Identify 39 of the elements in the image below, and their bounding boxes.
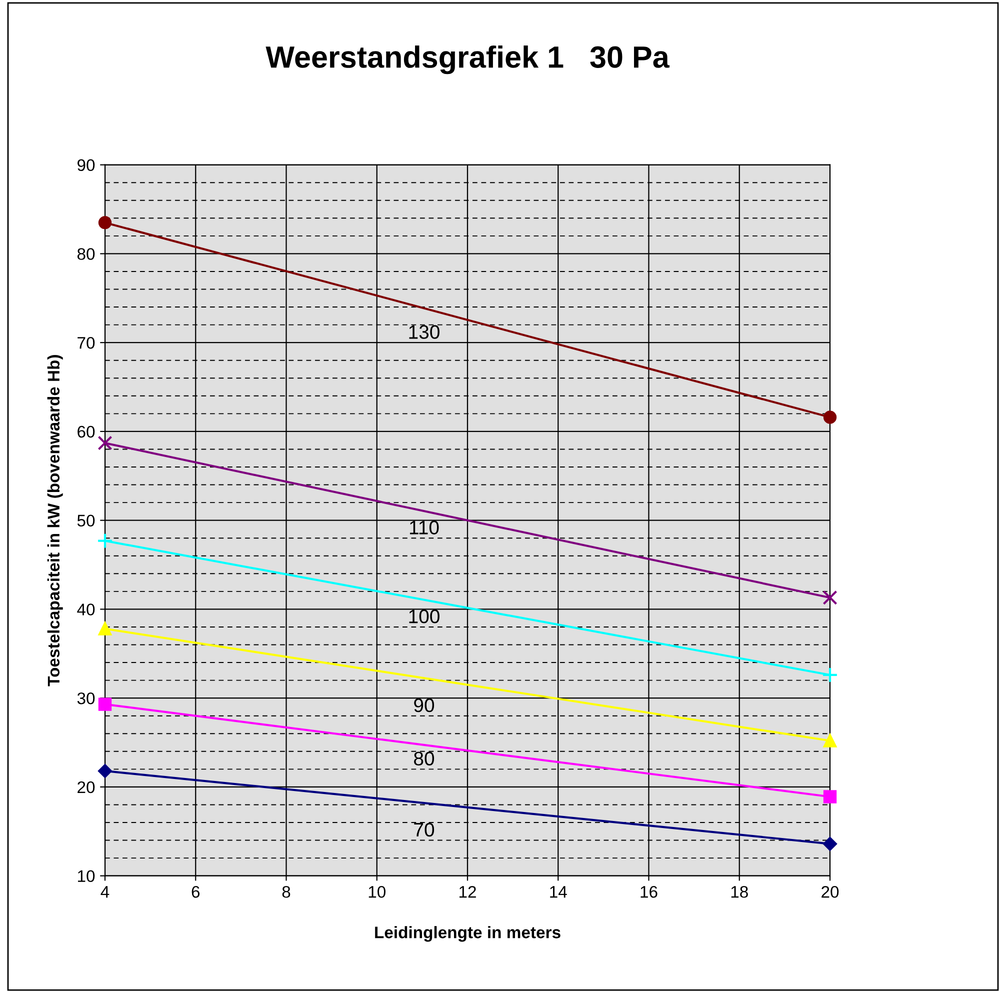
x-tick-label: 18 xyxy=(731,886,748,898)
point xyxy=(98,698,112,711)
y-axis-title: Toestelcapaciteit in kW (bovenwaarde Hb) xyxy=(47,355,63,686)
point xyxy=(98,764,112,778)
point xyxy=(823,790,837,804)
series-label: 90 xyxy=(414,698,434,712)
point xyxy=(823,836,837,851)
y-tick-label: 10 xyxy=(78,870,95,882)
x-tick-label: 8 xyxy=(282,886,290,898)
point xyxy=(822,666,838,683)
x-tick-label: 14 xyxy=(550,886,567,898)
series-label: 130 xyxy=(409,325,440,339)
x-tick-label: 4 xyxy=(100,886,110,898)
x-tick-label: 12 xyxy=(460,886,476,898)
series-label: 70 xyxy=(414,822,434,837)
y-tick-label: 90 xyxy=(78,159,95,172)
y-tick-label: 50 xyxy=(77,514,95,527)
series-label: 80 xyxy=(414,752,434,766)
y-tick-label: 30 xyxy=(77,692,95,704)
point xyxy=(98,216,112,230)
y-tick-label: 80 xyxy=(77,248,95,260)
point xyxy=(98,622,112,636)
x-tick-label: 16 xyxy=(640,886,658,898)
series-label: 110 xyxy=(410,520,439,534)
point xyxy=(98,436,112,450)
point xyxy=(823,410,837,424)
y-tick-label: 70 xyxy=(78,336,95,349)
y-tick-label: 20 xyxy=(78,781,95,794)
chart-title: Weerstandsgrafiek 1 30 Pa xyxy=(266,45,670,74)
point xyxy=(823,734,837,748)
point xyxy=(97,532,113,549)
point xyxy=(822,590,838,605)
x-tick-label: 6 xyxy=(192,886,200,898)
y-tick-label: 60 xyxy=(78,426,95,438)
x-tick-label: 20 xyxy=(822,886,839,898)
series-label: 100 xyxy=(409,610,440,624)
x-tick-label: 10 xyxy=(368,886,386,898)
y-tick-label: 40 xyxy=(77,604,95,616)
x-axis-title: Leidinglengte in meters xyxy=(375,926,560,942)
